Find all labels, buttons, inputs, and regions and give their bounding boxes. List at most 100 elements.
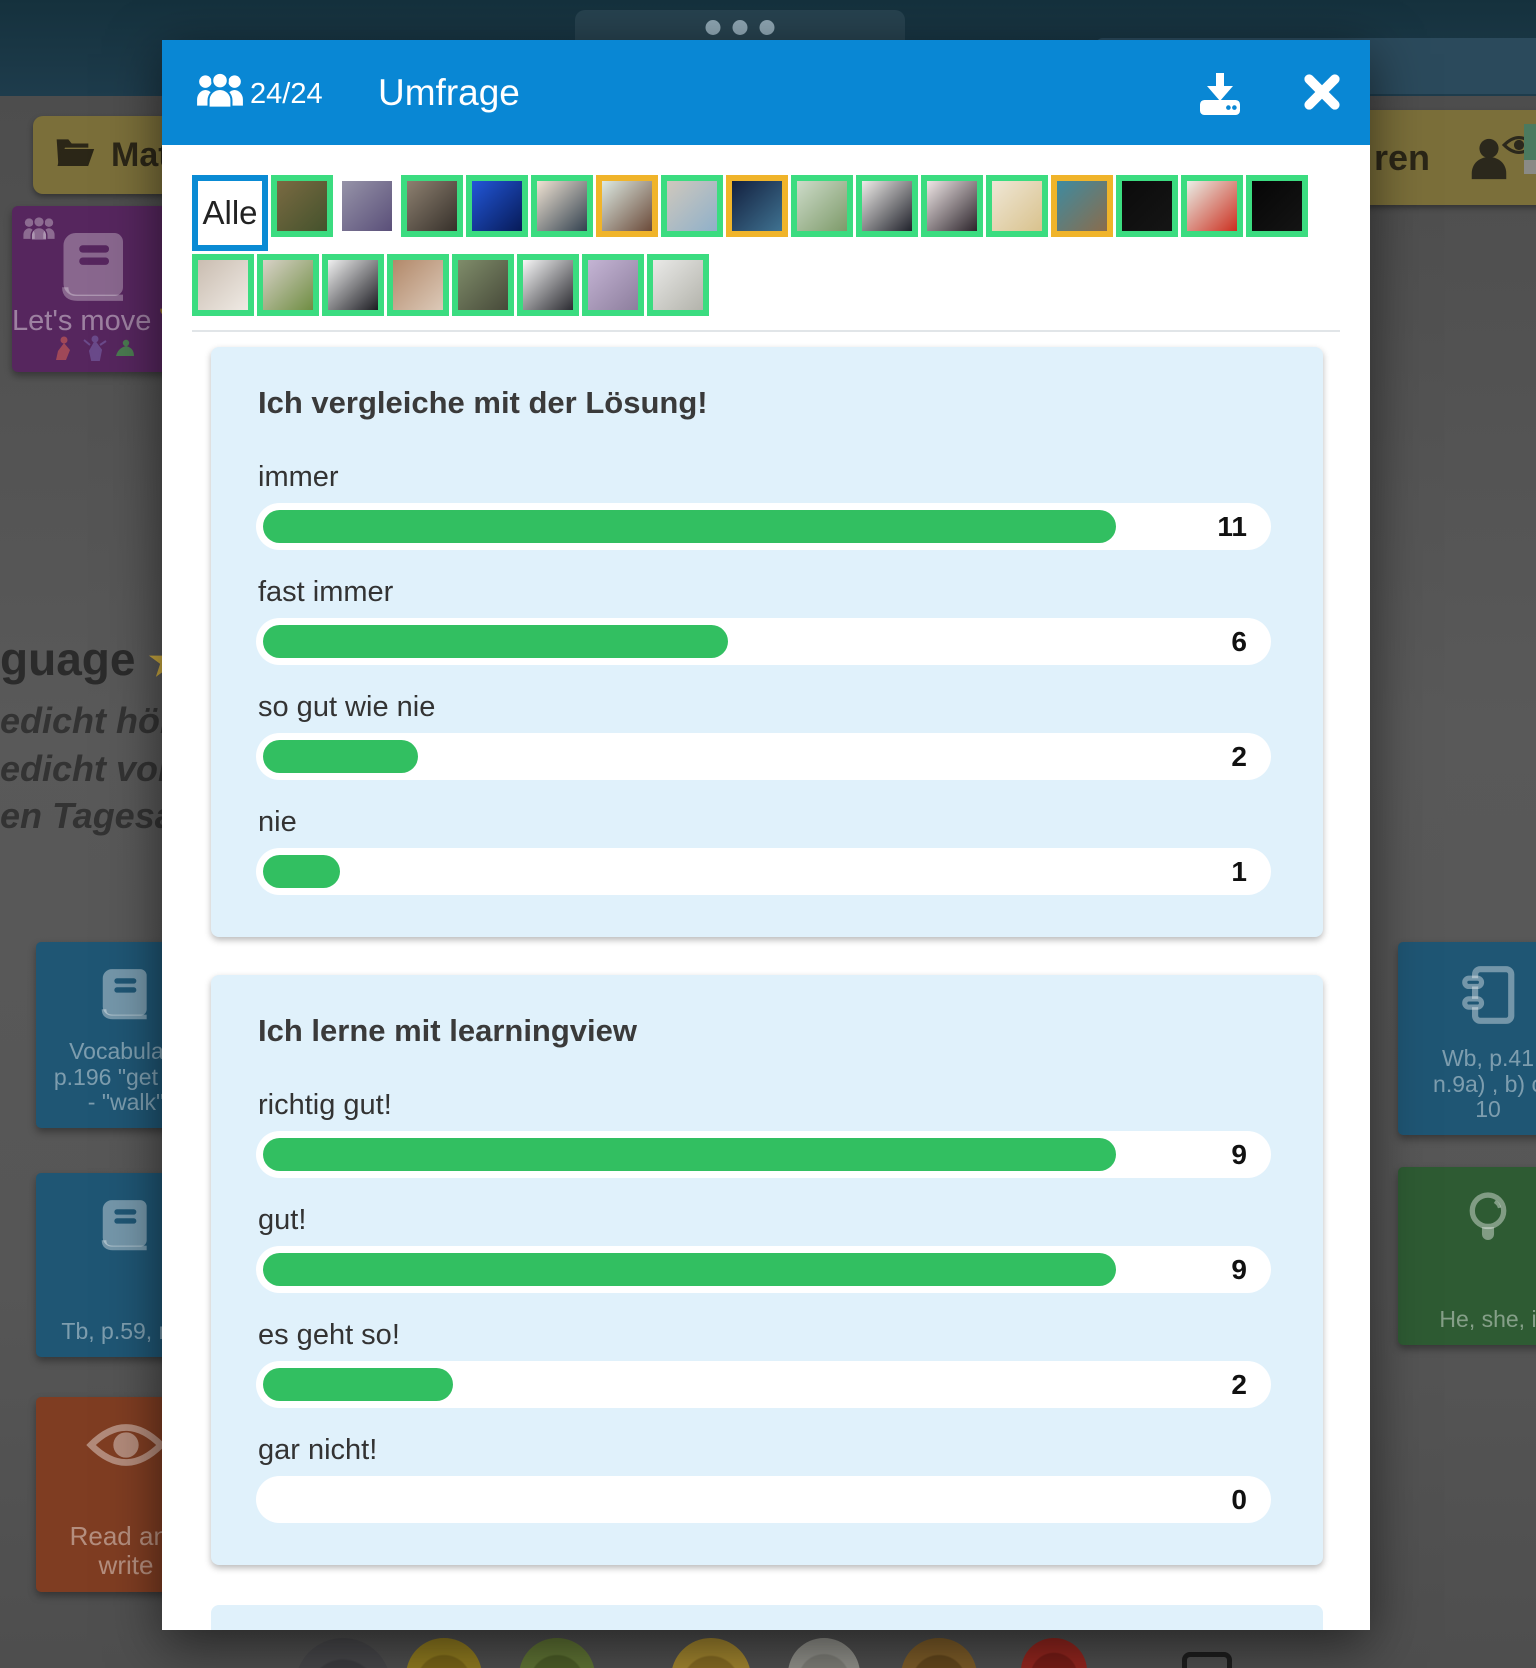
survey-option: immer 11 <box>256 461 1271 550</box>
tab-dots-icon <box>705 20 775 35</box>
survey-option-label: nie <box>258 806 297 838</box>
book-icon <box>36 964 216 1031</box>
survey-option-value: 0 <box>1231 1483 1247 1515</box>
survey-question: Ich lerne mit learningview <box>258 1013 638 1048</box>
folder-icon <box>55 134 95 177</box>
avatar-monkey-photo[interactable] <box>271 175 333 237</box>
survey-option-label: immer <box>258 461 339 493</box>
avatar-boy-at-window-photo[interactable] <box>791 175 853 237</box>
survey-option-value: 6 <box>1231 625 1247 657</box>
avatar-black-square[interactable] <box>1246 175 1308 237</box>
survey-option-label: gut! <box>258 1204 307 1236</box>
card-label: He, she, i <box>1439 1306 1536 1333</box>
divider <box>192 330 1340 332</box>
survey-option-bar <box>263 1368 453 1401</box>
workbook-card[interactable]: Wb, p.41 n.9a) , b) c 10 <box>1398 942 1536 1135</box>
survey-option-bar <box>263 740 419 773</box>
avatar-outdoor-group-photo[interactable] <box>582 254 644 316</box>
avatar-black-square[interactable] <box>1116 175 1178 237</box>
group-icon <box>22 215 56 247</box>
lets-move-card[interactable]: Let's move <box>12 206 178 372</box>
avatar-desk-photo[interactable] <box>336 175 398 237</box>
survey-option-label: gar nicht! <box>258 1434 378 1466</box>
eye-icon <box>36 1419 216 1476</box>
book-icon <box>36 1195 216 1262</box>
grammar-card[interactable]: He, she, i <box>1398 1167 1536 1345</box>
survey-card: Ich vergleiche mit der Lösung! immer 11 fas… <box>211 347 1323 937</box>
dancer-emojis <box>12 335 178 366</box>
avatar-teal-sweater-girl-cartoon[interactable] <box>856 175 918 237</box>
avatar-heart-hands-photo[interactable] <box>401 175 463 237</box>
survey-card-partial <box>211 1605 1323 1630</box>
survey-results-list: Ich vergleiche mit der Lösung! immer 11 fas… <box>211 347 1323 1630</box>
participant-count: 24/24 <box>250 78 323 110</box>
avatar-alien-mask[interactable] <box>726 175 788 237</box>
survey-option: fast immer 6 <box>256 576 1271 665</box>
survey-option: richtig gut! 9 <box>256 1089 1271 1178</box>
survey-option-bar-track: 2 <box>256 1361 1271 1408</box>
filter-all-button[interactable]: Alle <box>192 175 268 251</box>
survey-option-value: 9 <box>1231 1138 1247 1170</box>
tablet-icon[interactable] <box>1182 1652 1232 1668</box>
close-icon[interactable] <box>1300 70 1348 118</box>
survey-option: nie 1 <box>256 806 1271 895</box>
survey-modal: 24/24 Umfrage Alle Ich vergleiche mit de… <box>162 40 1370 1630</box>
group-icon <box>195 71 245 115</box>
modal-title: Umfrage <box>378 72 520 113</box>
avatar-pink-top-girl-cartoon[interactable] <box>921 175 983 237</box>
survey-option-value: 1 <box>1231 855 1247 887</box>
avatar-white-dog-photo[interactable] <box>647 254 709 316</box>
survey-option-bar <box>263 510 1116 543</box>
avatar-blurred-gradient[interactable] <box>192 254 254 316</box>
survey-option-bar-track: 1 <box>256 848 1271 895</box>
lets-move-label: Let's move <box>12 305 152 337</box>
survey-option-bar-track: 6 <box>256 618 1271 665</box>
avatar-short-hair-woman-cartoon[interactable] <box>517 254 579 316</box>
student-filter-bar: Alle <box>192 175 1308 319</box>
avatar-boy-with-bird-photo[interactable] <box>257 254 319 316</box>
section-heading: guage ★ <box>0 632 186 686</box>
survey-option-label: fast immer <box>258 576 394 608</box>
avatar-blonde-woman-cartoon[interactable] <box>986 175 1048 237</box>
survey-option-bar <box>263 625 728 658</box>
person-eye-icon <box>1466 126 1536 190</box>
avatar-dark-haired-girl-cartoon[interactable] <box>596 175 658 237</box>
student-view-label: ren <box>1374 136 1431 178</box>
card-label: n.9a) , b) c <box>1433 1070 1536 1097</box>
survey-option-label: so gut wie nie <box>258 691 436 723</box>
avatar-sunglasses-boy-cartoon[interactable] <box>531 175 593 237</box>
survey-option-bar-track: 11 <box>256 503 1271 550</box>
avatar-raccoon-photo[interactable] <box>452 254 514 316</box>
notebook-icon <box>1398 964 1536 1031</box>
survey-option: so gut wie nie 2 <box>256 691 1271 780</box>
avatar-blue-ninja[interactable] <box>466 175 528 237</box>
avatar-black-hair-girl-cartoon[interactable] <box>322 254 384 316</box>
survey-option-bar-track: 0 <box>256 1476 1271 1523</box>
card-label: - "walk" <box>87 1089 165 1116</box>
avatar-red-haired-boy-cartoon[interactable] <box>1181 175 1243 237</box>
survey-option-value: 9 <box>1231 1253 1247 1285</box>
avatar-masked-group-selfie[interactable] <box>387 254 449 316</box>
card-label: write <box>98 1549 154 1580</box>
survey-option: gut! 9 <box>256 1204 1271 1293</box>
survey-option-bar-track: 9 <box>256 1246 1271 1293</box>
survey-option-bar-track: 2 <box>256 733 1271 780</box>
avatar-brown-hair-woman-cartoon[interactable] <box>1051 175 1113 237</box>
book-icon <box>53 226 137 315</box>
survey-option: gar nicht! 0 <box>256 1434 1271 1523</box>
task-text-line: edicht höre <box>0 700 195 741</box>
survey-option-bar <box>263 1138 1116 1171</box>
survey-option-label: richtig gut! <box>258 1089 392 1121</box>
survey-option-value: 11 <box>1217 510 1247 542</box>
avatar-masked-girls-photo[interactable] <box>661 175 723 237</box>
background-card-edge <box>1524 124 1536 160</box>
survey-option: es geht so! 2 <box>256 1319 1271 1408</box>
card-label: Wb, p.41 <box>1441 1044 1535 1071</box>
survey-option-value: 2 <box>1231 1368 1247 1400</box>
background-strip <box>1524 160 1536 174</box>
modal-header: 24/24 Umfrage <box>162 40 1370 145</box>
survey-option-value: 2 <box>1231 740 1247 772</box>
download-icon[interactable] <box>1196 70 1244 118</box>
student-view-button[interactable]: ren <box>1360 110 1536 205</box>
survey-option-label: es geht so! <box>258 1319 400 1351</box>
